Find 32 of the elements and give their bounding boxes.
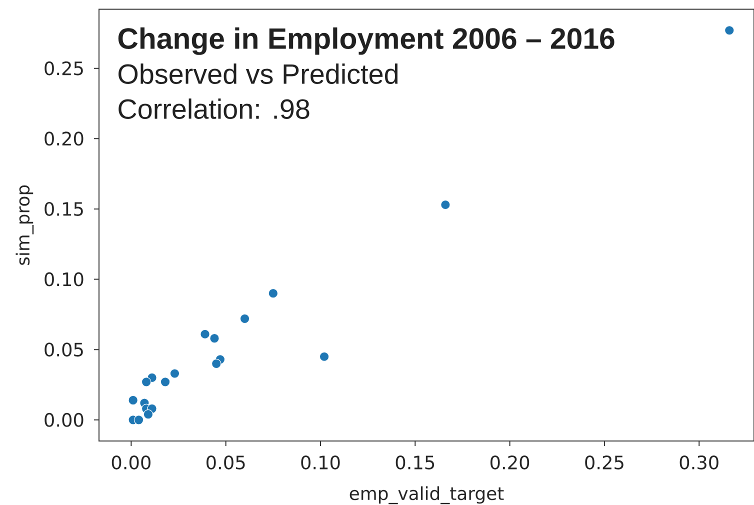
y-tick-label: 0.25 bbox=[44, 61, 83, 76]
point bbox=[170, 368, 180, 378]
point bbox=[200, 329, 210, 340]
point bbox=[724, 25, 734, 36]
y-tick-label: 0.15 bbox=[44, 202, 83, 216]
y-tick-label: 0.00 bbox=[44, 412, 84, 427]
x-axis-title: emp_valid_target bbox=[350, 486, 504, 504]
point bbox=[268, 288, 278, 298]
point bbox=[440, 200, 450, 210]
y-tick-label: 0.10 bbox=[44, 272, 84, 286]
point bbox=[240, 314, 250, 324]
x-tick-label: 0.10 bbox=[301, 456, 340, 470]
annotation: Correlation: .98 bbox=[118, 98, 310, 119]
y-tick-label: 0.20 bbox=[44, 132, 84, 146]
text: Observed vs Predicted bbox=[118, 63, 398, 84]
point bbox=[128, 395, 138, 406]
x-tick-label: 0.30 bbox=[680, 456, 718, 470]
text: Change in Employment 2006 – 2016 bbox=[118, 27, 614, 55]
point bbox=[141, 377, 152, 387]
point bbox=[134, 415, 144, 425]
x-tick-label: 0.20 bbox=[490, 456, 530, 470]
x-tick-label: 0.00 bbox=[112, 456, 150, 470]
x-tick-label: 0.05 bbox=[206, 456, 245, 470]
y-axis-title: sim_prop bbox=[16, 185, 34, 265]
point bbox=[210, 333, 220, 344]
point bbox=[319, 352, 330, 362]
x-tick-label: 0.15 bbox=[396, 456, 434, 470]
point bbox=[211, 358, 222, 369]
x-tick-label: 0.25 bbox=[585, 456, 624, 470]
y-tick-label: 0.05 bbox=[44, 342, 83, 357]
point bbox=[143, 409, 154, 420]
point bbox=[160, 377, 170, 387]
